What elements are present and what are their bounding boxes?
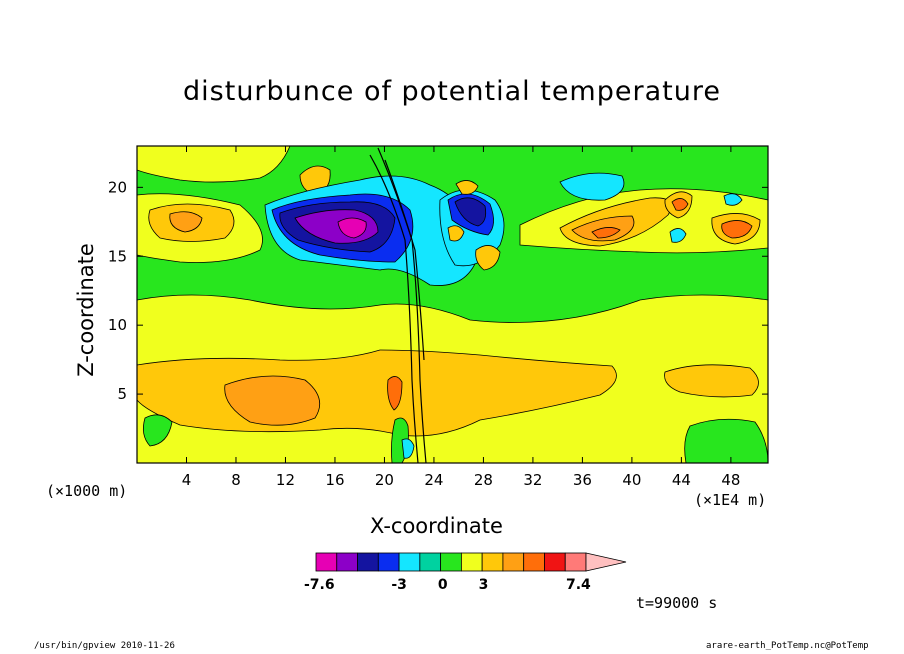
x-tick-label: 8 xyxy=(231,471,241,489)
colorbar-swatch xyxy=(419,552,442,572)
contour-region xyxy=(455,180,479,195)
colorbar-swatch xyxy=(336,552,358,572)
x-unit-right-label: (×1E4 m) xyxy=(694,491,767,509)
y-tick-label: 5 xyxy=(117,385,127,403)
x-axis: 4 8 12 16 20 24 28 32 36 40 44 48 xyxy=(182,146,740,489)
x-tick-label: 24 xyxy=(424,471,443,489)
time-label: t=99000 s xyxy=(636,594,718,612)
contour-region xyxy=(664,364,759,398)
y-tick-label: 10 xyxy=(108,316,127,334)
x-tick-label: 44 xyxy=(672,471,691,489)
contour-region xyxy=(591,227,621,239)
contour-region xyxy=(337,217,367,239)
contour-region xyxy=(169,211,203,233)
y-tick-label: 20 xyxy=(108,178,127,196)
colorbar-swatch xyxy=(398,552,421,572)
x-tick-label: 16 xyxy=(325,471,344,489)
colorbar-swatch xyxy=(377,552,400,572)
contour-region xyxy=(669,228,687,243)
colorbar-tick-label: -7.6 xyxy=(304,577,335,593)
colorbar-swatch xyxy=(481,552,504,572)
contour-line xyxy=(377,147,427,463)
x-tick-label: 4 xyxy=(182,471,192,489)
contour-line xyxy=(369,154,419,463)
x-tick-label: 20 xyxy=(375,471,394,489)
colorbar-swatch xyxy=(460,552,483,572)
y-tick-label: 15 xyxy=(108,247,127,265)
contour-region xyxy=(142,414,173,447)
x-tick-label: 28 xyxy=(474,471,493,489)
colorbar-extend-arrow xyxy=(585,552,627,572)
contour-region xyxy=(401,438,415,459)
x-tick-label: 32 xyxy=(523,471,542,489)
plot-frame xyxy=(136,145,769,464)
x-axis-title: X-coordinate xyxy=(370,514,503,538)
contour-region xyxy=(224,375,321,426)
colorbar-tick-label: 3 xyxy=(478,577,489,593)
footer-file-name: arare-earth_PotTemp.nc@PotTemp xyxy=(706,641,869,651)
contour-line xyxy=(384,159,425,361)
x-tick-label: 40 xyxy=(622,471,641,489)
contour-region xyxy=(559,172,625,201)
colorbar-tick-label: 7.4 xyxy=(566,577,591,593)
y-axis: 5 10 15 20 xyxy=(108,178,768,403)
colorbar-swatch xyxy=(440,552,462,572)
contour-region xyxy=(447,225,465,242)
contour-region xyxy=(721,220,753,239)
contour-region xyxy=(387,376,403,411)
y-axis-title: Z-coordinate xyxy=(74,243,98,377)
footer-program-date: /usr/bin/gpview 2010-11-26 xyxy=(34,641,175,651)
colorbar-swatch xyxy=(357,552,379,572)
contour-region xyxy=(671,198,689,211)
colorbar-swatch xyxy=(544,552,566,572)
colorbar-swatch xyxy=(315,552,338,572)
x-tick-label: 36 xyxy=(573,471,592,489)
contour-region xyxy=(137,146,291,183)
x-tick-label: 48 xyxy=(721,471,740,489)
colorbar-tick-label: -3 xyxy=(391,577,407,593)
contour-region xyxy=(723,193,743,206)
colorbar-swatch xyxy=(564,552,587,572)
x-tick-label: 12 xyxy=(276,471,295,489)
contour-region xyxy=(475,245,501,271)
colorbar xyxy=(315,552,627,572)
chart-title: disturbunce of potential temperature xyxy=(183,76,721,107)
colorbar-tick-label: 0 xyxy=(437,577,448,593)
x-unit-left-label: (×1000 m) xyxy=(46,482,128,500)
contour-fills xyxy=(137,146,768,463)
colorbar-swatch xyxy=(523,552,545,572)
contour-region xyxy=(684,418,768,463)
colorbar-swatch xyxy=(502,552,525,572)
contour-region xyxy=(454,197,487,227)
